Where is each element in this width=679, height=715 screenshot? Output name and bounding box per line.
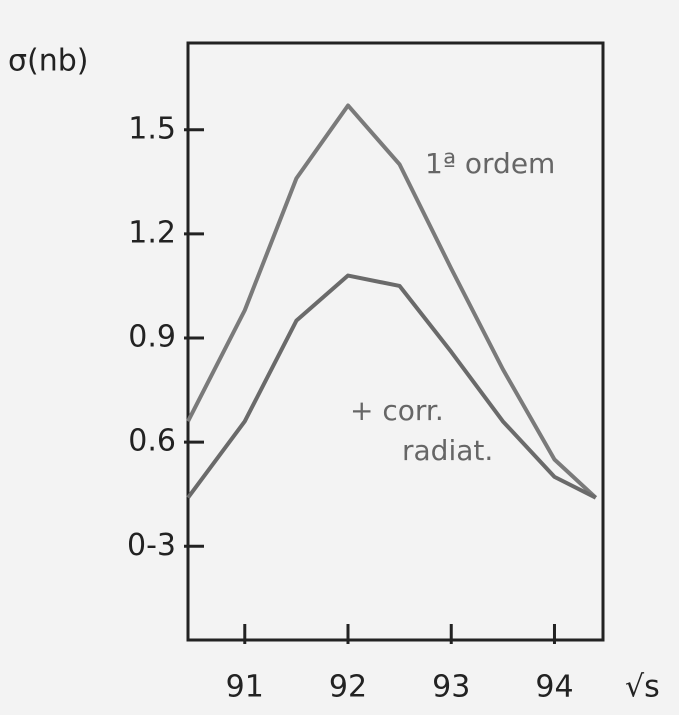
y-tick-label: 1.2 <box>128 215 176 250</box>
plot-frame <box>186 41 605 642</box>
x-tick-label: 92 <box>329 670 367 705</box>
x-tick-label: 91 <box>226 670 264 705</box>
y-axis-label: σ(nb) <box>8 44 88 79</box>
x-tick-label: 93 <box>432 670 470 705</box>
y-tick-label: 0.6 <box>128 424 176 459</box>
x-axis-label: √s <box>625 670 660 705</box>
x-tick-label: 94 <box>535 670 573 705</box>
y-tick-label: 0.9 <box>128 320 176 355</box>
y-tick-label: 1.5 <box>128 111 176 146</box>
series-line <box>186 273 597 500</box>
y-tick-label: 0-3 <box>127 528 176 563</box>
annotation-part: radiat. <box>402 434 493 467</box>
annotation-part: + corr. <box>350 394 444 427</box>
annotation: + corr. radiat. <box>350 394 493 467</box>
series-line <box>186 103 598 500</box>
annotation: 1ª ordem <box>425 147 555 180</box>
